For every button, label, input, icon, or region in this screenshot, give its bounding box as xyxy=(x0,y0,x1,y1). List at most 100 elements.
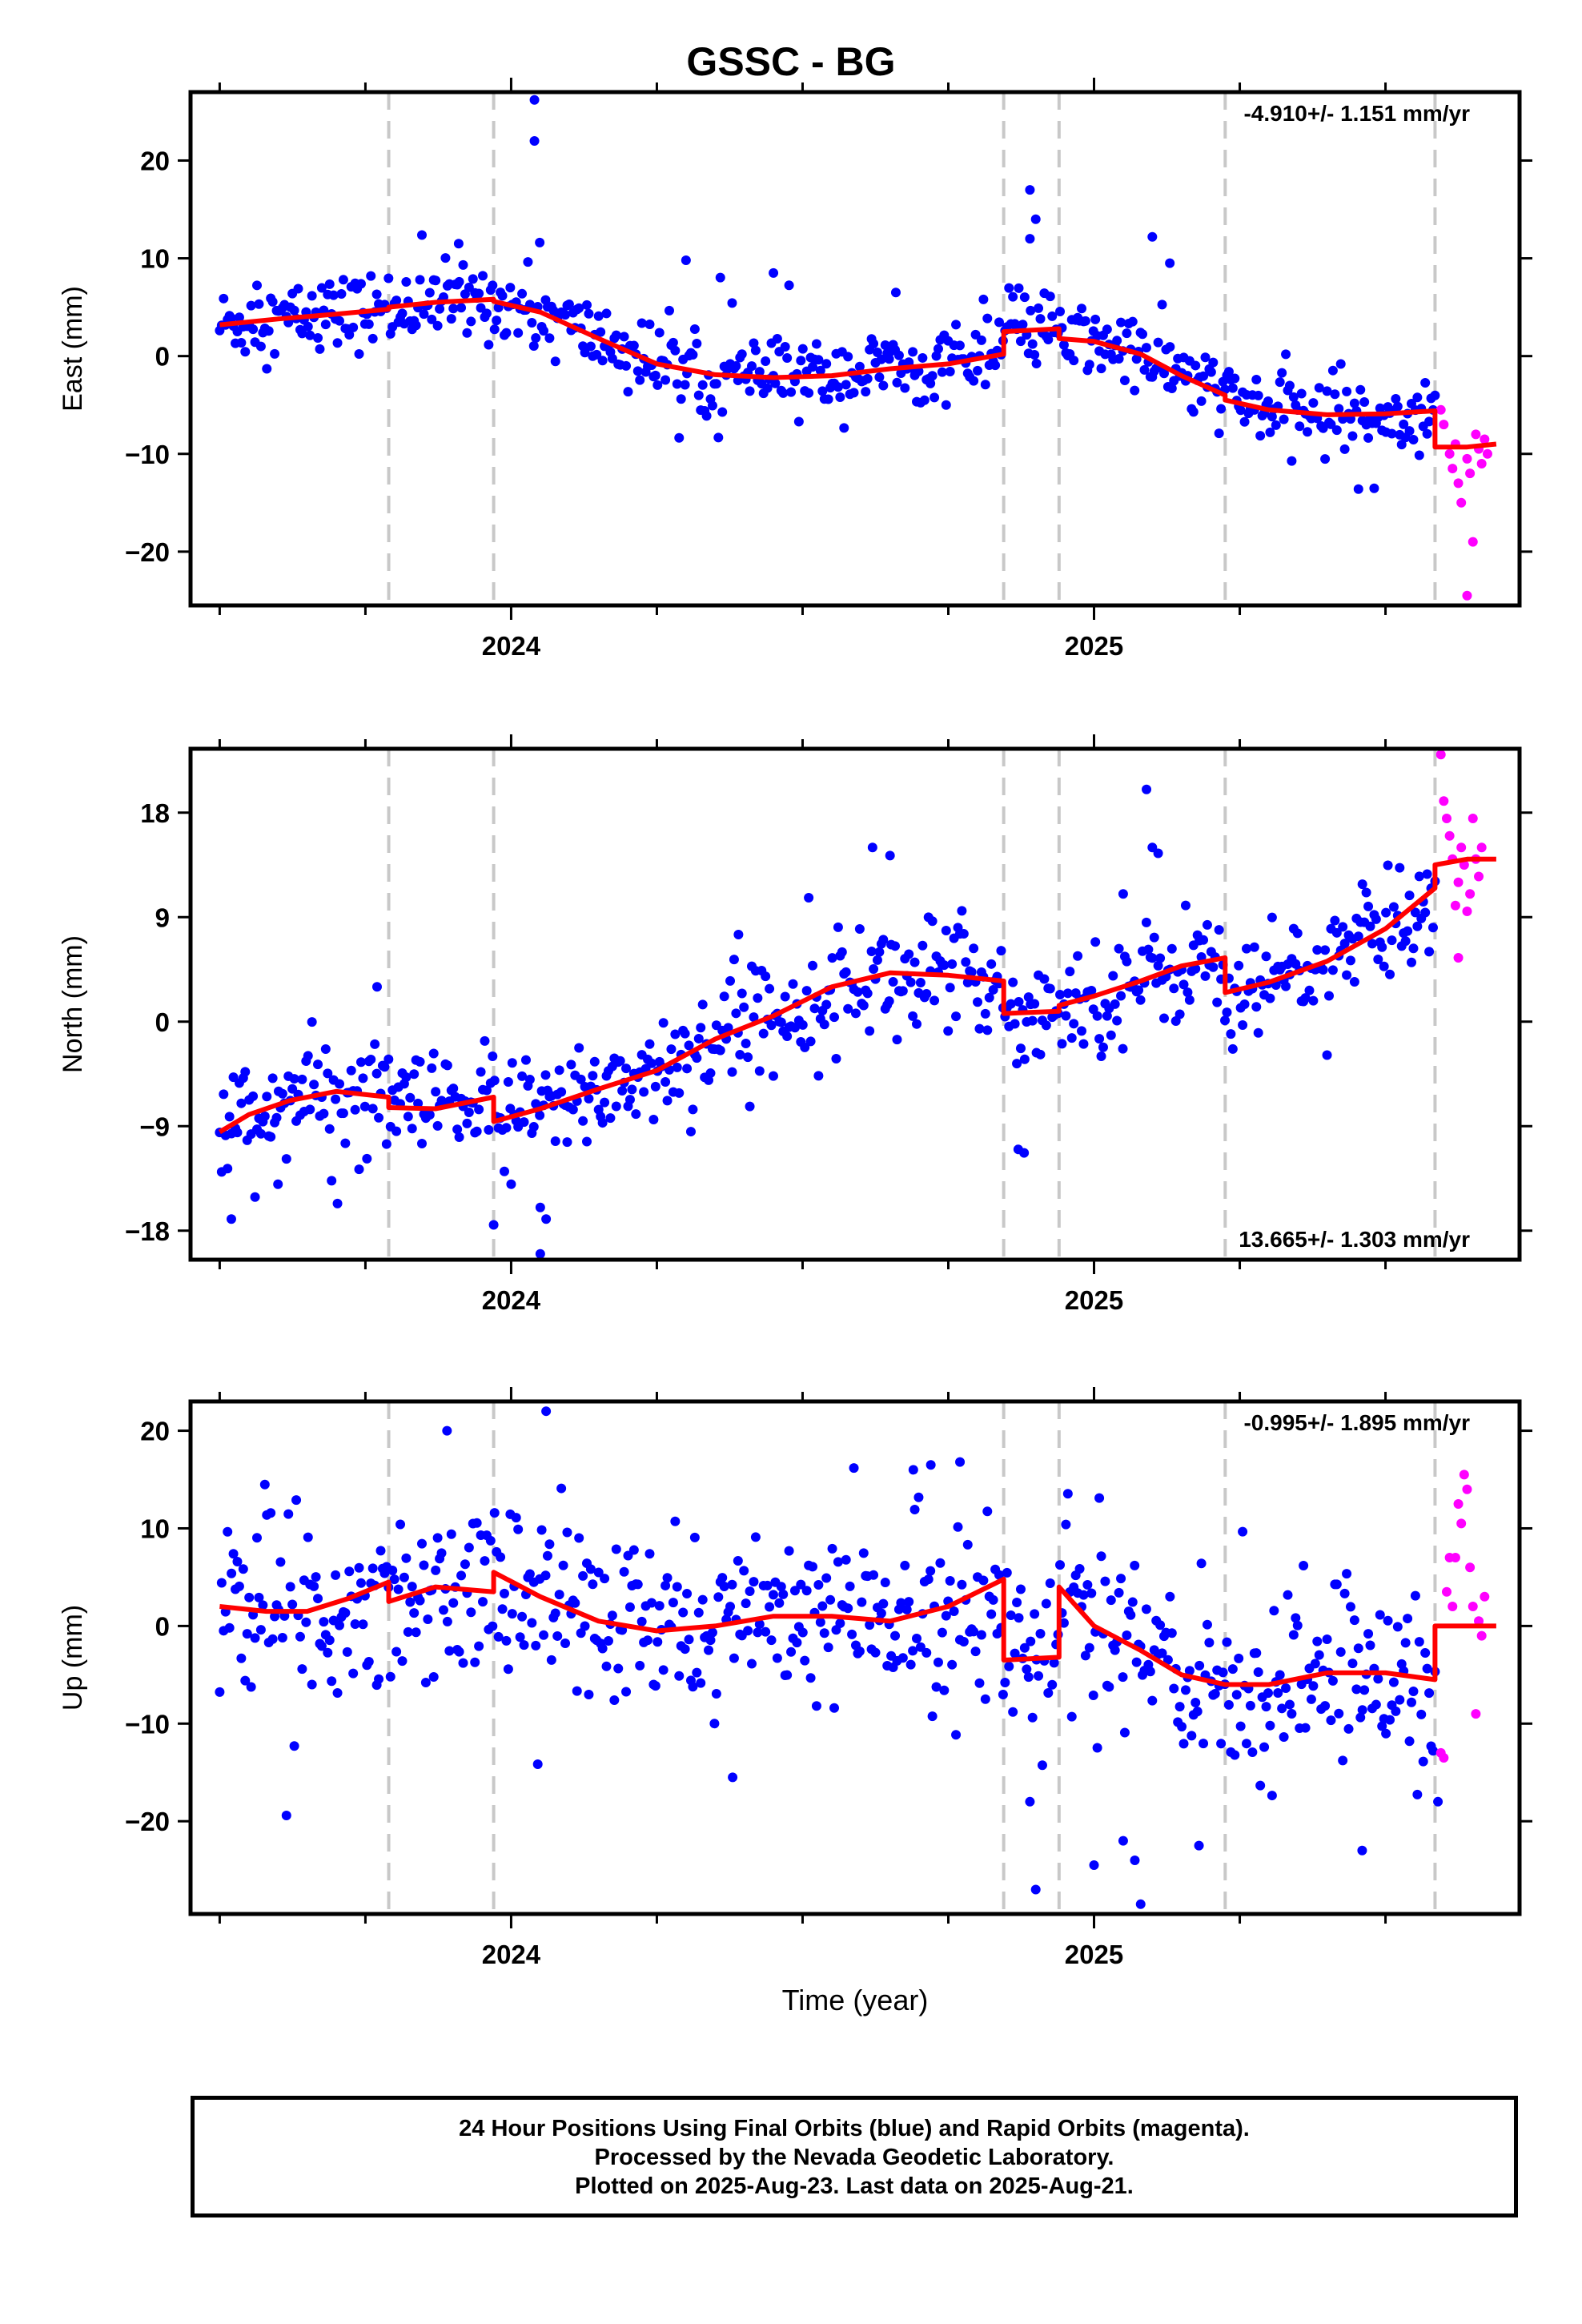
final-orbit-point xyxy=(878,380,889,391)
final-orbit-point xyxy=(1357,879,1367,890)
final-orbit-point xyxy=(1331,927,1342,938)
final-orbit-point xyxy=(1269,1606,1279,1616)
final-orbit-point xyxy=(688,1682,698,1692)
y-tick-label: 10 xyxy=(140,244,170,274)
final-orbit-point xyxy=(715,272,725,283)
final-orbit-point xyxy=(1295,421,1305,432)
final-orbit-point xyxy=(1271,420,1281,430)
final-orbit-point xyxy=(778,1589,789,1599)
rapid-orbit-point xyxy=(1465,889,1476,899)
final-orbit-point xyxy=(478,1597,488,1607)
final-orbit-point xyxy=(348,1668,359,1679)
final-orbit-point xyxy=(1184,1666,1195,1676)
final-orbit-point xyxy=(854,924,865,935)
final-orbit-point xyxy=(580,348,590,358)
final-orbit-point xyxy=(489,1508,500,1518)
final-orbit-point xyxy=(227,1568,237,1578)
final-orbit-point xyxy=(1367,939,1377,949)
final-orbit-point xyxy=(1047,311,1058,321)
final-orbit-point xyxy=(289,305,299,316)
final-orbit-point xyxy=(1114,354,1124,364)
final-orbit-point xyxy=(1010,1019,1020,1029)
final-orbit-point xyxy=(1019,292,1030,303)
final-orbit-point xyxy=(234,1581,244,1591)
final-orbit-point xyxy=(289,1741,299,1751)
final-orbit-point xyxy=(1014,996,1024,1007)
final-orbit-point xyxy=(1092,1011,1102,1021)
final-orbit-point xyxy=(492,316,502,326)
final-orbit-point xyxy=(636,318,647,328)
final-orbit-point xyxy=(1327,1675,1338,1686)
final-orbit-point xyxy=(951,1730,962,1740)
final-orbit-point xyxy=(442,1616,452,1626)
final-orbit-point xyxy=(1116,317,1126,328)
final-orbit-point xyxy=(403,1112,413,1122)
final-orbit-point xyxy=(713,432,724,443)
plot-frame xyxy=(188,1399,1522,1916)
final-orbit-point xyxy=(600,1097,610,1108)
final-orbit-point xyxy=(955,1457,966,1467)
final-orbit-point xyxy=(1353,1643,1363,1654)
x-tick-label: 2025 xyxy=(1065,1940,1123,1969)
final-orbit-point xyxy=(535,1110,545,1120)
final-orbit-point xyxy=(327,1676,337,1687)
final-orbit-point xyxy=(1253,1667,1263,1677)
final-orbit-point xyxy=(923,1574,934,1585)
final-orbit-point xyxy=(427,314,437,324)
final-orbit-point xyxy=(531,332,541,343)
final-orbit-point xyxy=(1196,1558,1207,1569)
final-orbit-point xyxy=(1339,1588,1350,1598)
final-orbit-point xyxy=(986,1609,997,1619)
final-orbit-point xyxy=(1135,1899,1146,1909)
final-orbit-point xyxy=(350,1104,360,1115)
final-orbit-point xyxy=(973,997,983,1007)
final-orbit-point xyxy=(1404,1736,1415,1747)
final-orbit-point xyxy=(1006,999,1016,1009)
final-orbit-point xyxy=(399,1572,409,1582)
final-orbit-point xyxy=(1296,388,1307,399)
final-orbit-point xyxy=(480,1556,490,1566)
final-orbit-point xyxy=(1174,1009,1185,1019)
final-orbit-point xyxy=(248,324,259,335)
final-orbit-point xyxy=(1327,965,1338,975)
final-orbit-point xyxy=(493,1631,504,1642)
final-orbit-point xyxy=(407,1124,417,1134)
final-orbit-point xyxy=(1015,336,1026,347)
final-orbit-point xyxy=(1331,1579,1342,1590)
final-orbit-point xyxy=(592,349,602,360)
y-tick-label: 20 xyxy=(140,146,170,175)
footer-line-2: Processed by the Nevada Geodetic Laborat… xyxy=(594,2145,1114,2170)
final-orbit-point xyxy=(1169,983,1179,994)
final-orbit-point xyxy=(588,1071,598,1081)
x-axis-label: Time (year) xyxy=(782,1984,929,2016)
final-orbit-point xyxy=(313,1059,323,1070)
final-orbit-point xyxy=(1392,401,1403,412)
final-orbit-point xyxy=(749,1012,759,1023)
final-orbit-point xyxy=(1155,953,1166,963)
rapid-orbit-point xyxy=(1474,1616,1484,1626)
final-orbit-point xyxy=(746,361,757,372)
final-orbit-point xyxy=(1130,385,1140,396)
final-orbit-point xyxy=(316,283,327,293)
final-orbit-point xyxy=(497,291,508,301)
final-orbit-point xyxy=(391,1126,402,1136)
final-orbit-point xyxy=(1041,1598,1051,1609)
final-orbit-point xyxy=(890,941,901,951)
final-orbit-point xyxy=(1149,932,1159,943)
final-orbit-point xyxy=(431,275,441,286)
final-orbit-point xyxy=(727,1067,737,1077)
final-orbit-point xyxy=(415,275,425,285)
final-orbit-point xyxy=(808,1562,818,1572)
final-orbit-point xyxy=(1080,1651,1090,1661)
final-orbit-point xyxy=(930,995,940,1006)
final-orbit-point xyxy=(927,371,938,381)
final-orbit-point xyxy=(1403,1614,1413,1624)
final-orbit-point xyxy=(344,330,355,340)
final-orbit-point xyxy=(727,298,737,308)
final-orbit-point xyxy=(348,322,359,332)
final-orbit-point xyxy=(962,977,973,987)
final-orbit-point xyxy=(527,317,537,328)
final-orbit-point xyxy=(588,1579,598,1590)
final-orbit-point xyxy=(927,916,938,927)
final-orbit-point xyxy=(539,326,549,336)
